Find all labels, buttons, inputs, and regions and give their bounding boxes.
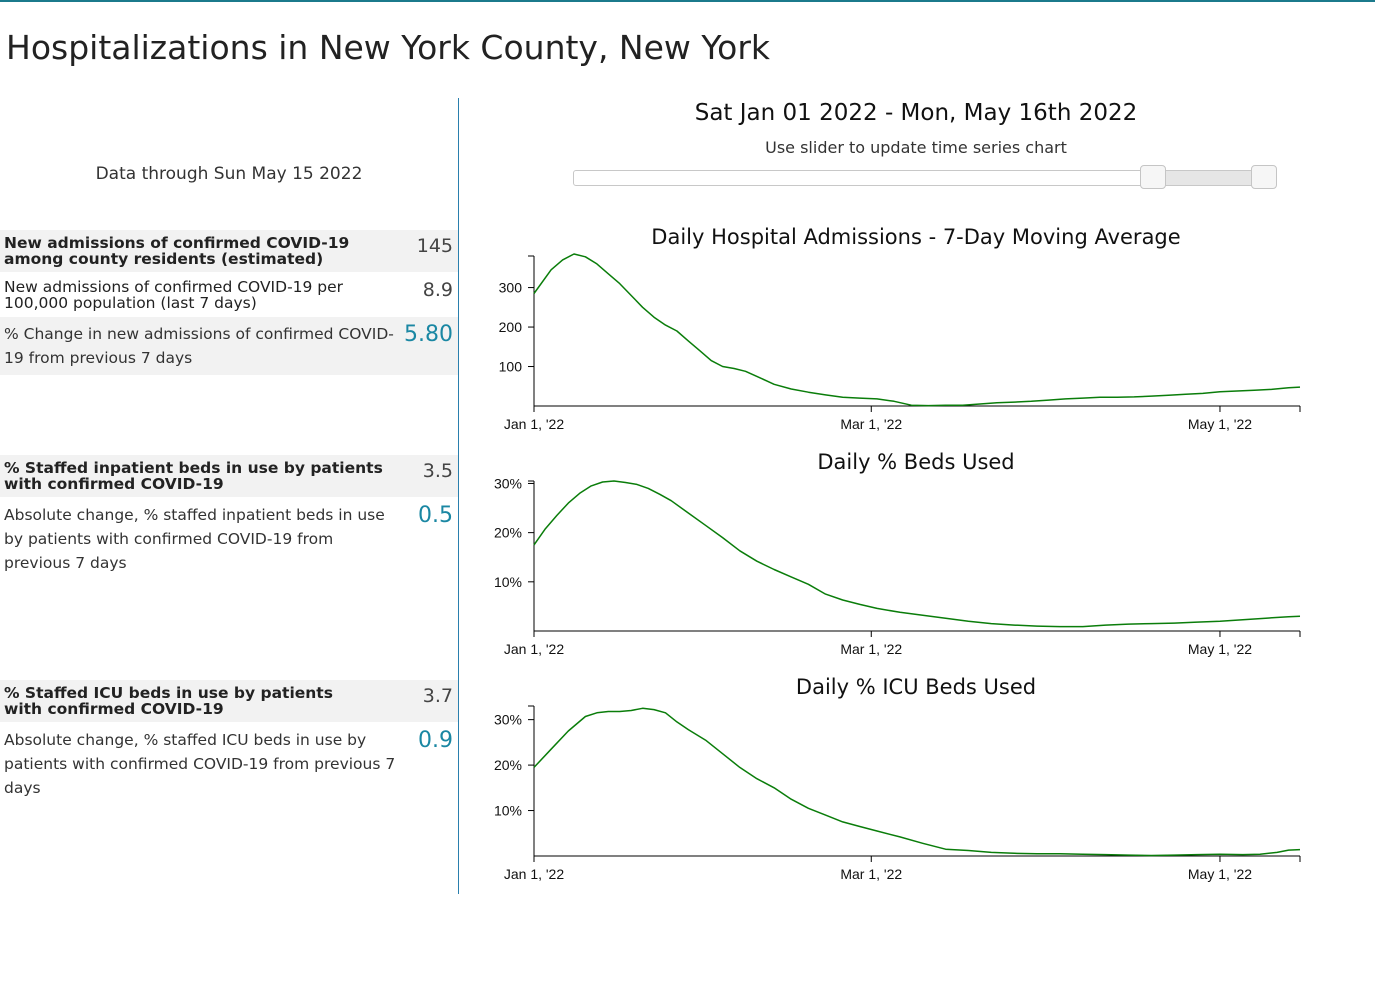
metric-row-new-admissions: New admissions of confirmed COVID-19 amo…	[0, 230, 458, 272]
metric-value: 0.5	[418, 503, 453, 528]
metric-value: 0.9	[418, 728, 453, 753]
y-tick-label: 20%	[494, 525, 522, 541]
slider-start-handle[interactable]	[1139, 165, 1166, 189]
x-tick-label: Mar 1, '22	[840, 416, 902, 432]
page-title: Hospitalizations in New York County, New…	[6, 28, 771, 67]
y-tick-label: 200	[499, 319, 523, 335]
data-through-date: Data through Sun May 15 2022	[95, 164, 363, 184]
x-tick-label: Mar 1, '22	[840, 641, 902, 657]
x-tick-label: May 1, '22	[1188, 641, 1252, 657]
chart-title: Daily % ICU Beds Used	[796, 675, 1036, 699]
metric-row-inpatient-beds-change: Absolute change, % staffed inpatient bed…	[0, 503, 458, 583]
series-line	[533, 253, 1301, 407]
metric-label: New admissions of confirmed COVID-19 per…	[4, 278, 344, 312]
y-tick-label: 10%	[494, 803, 522, 819]
metric-row-icu-beds: % Staffed ICU beds in use by patients wi…	[0, 680, 458, 722]
x-tick-label: May 1, '22	[1188, 866, 1252, 882]
y-tick-label: 100	[499, 359, 523, 375]
chart-title: Daily Hospital Admissions - 7-Day Moving…	[651, 225, 1180, 249]
metric-value: 5.80	[404, 322, 453, 347]
y-tick-label: 10%	[494, 574, 522, 590]
metric-row-admissions-per-100k: New admissions of confirmed COVID-19 per…	[0, 274, 458, 316]
x-tick-label: Jan 1, '22	[504, 641, 564, 657]
y-tick-label: 20%	[494, 757, 522, 773]
metric-label: Absolute change, % staffed inpatient bed…	[4, 506, 385, 572]
metric-label: New admissions of confirmed COVID-19 amo…	[4, 234, 350, 268]
y-tick-label: 30%	[494, 475, 522, 491]
metric-value: 3.5	[422, 460, 453, 482]
series-line	[533, 707, 1301, 857]
metric-label: % Change in new admissions of confirmed …	[4, 325, 394, 367]
y-tick-label: 30%	[494, 712, 522, 728]
date-range-title: Sat Jan 01 2022 - Mon, May 16th 2022	[694, 100, 1138, 126]
metric-label: % Staffed ICU beds in use by patients wi…	[4, 684, 333, 718]
x-tick-label: Jan 1, '22	[504, 866, 564, 882]
metric-label: Absolute change, % staffed ICU beds in u…	[4, 731, 396, 797]
x-tick-label: Mar 1, '22	[840, 866, 902, 882]
metric-row-icu-beds-change: Absolute change, % staffed ICU beds in u…	[0, 728, 458, 797]
x-tick-label: Jan 1, '22	[504, 416, 564, 432]
slider-end-handle[interactable]	[1251, 165, 1278, 189]
metric-row-admissions-change: % Change in new admissions of confirmed …	[0, 317, 458, 375]
metric-value: 8.9	[422, 279, 453, 301]
y-tick-label: 300	[499, 280, 523, 296]
metric-row-inpatient-beds: % Staffed inpatient beds in use by patie…	[0, 455, 458, 497]
metric-label: % Staffed inpatient beds in use by patie…	[4, 459, 383, 493]
top-rule	[0, 0, 1375, 2]
metric-value: 145	[416, 235, 453, 257]
charts-panel: Sat Jan 01 2022 - Mon, May 16th 2022 Use…	[460, 98, 1375, 894]
metric-value: 3.7	[422, 685, 453, 707]
summary-panel: Data through Sun May 15 2022 New admissi…	[0, 98, 459, 894]
slider-hint: Use slider to update time series chart	[765, 138, 1067, 157]
chart-title: Daily % Beds Used	[817, 450, 1014, 474]
slider-selected-range	[1151, 171, 1264, 185]
series-line	[533, 480, 1301, 628]
x-tick-label: May 1, '22	[1188, 416, 1252, 432]
